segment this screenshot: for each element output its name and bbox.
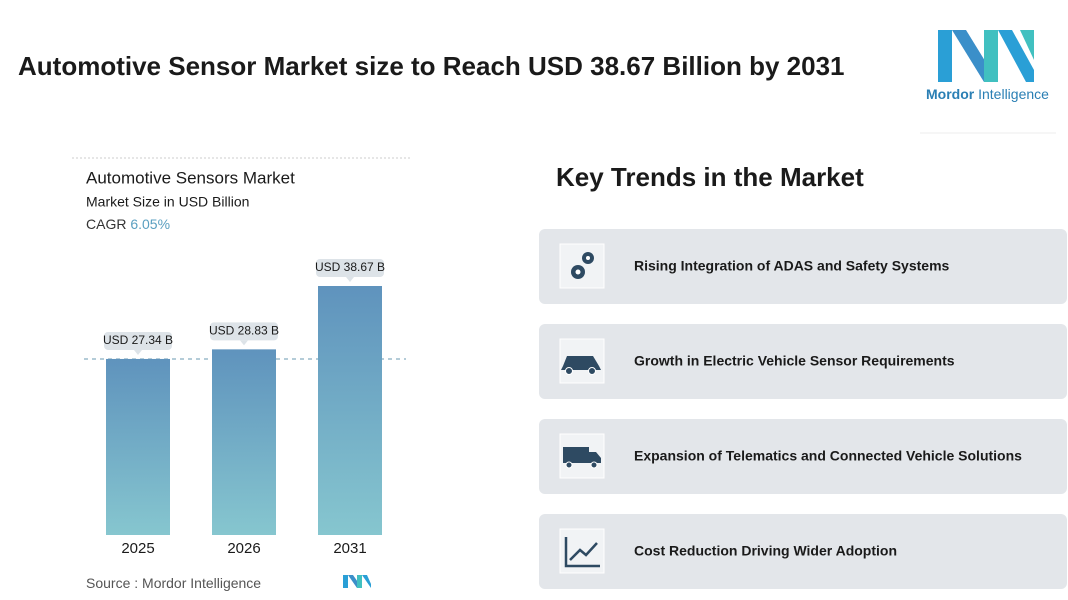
trend-icon-box bbox=[559, 243, 605, 289]
trend-card bbox=[539, 419, 1067, 494]
x-tick-label: 2025 bbox=[121, 540, 154, 557]
trend-text: Growth in Electric Vehicle Sensor Requir… bbox=[634, 353, 955, 369]
value-label-box bbox=[316, 259, 384, 277]
bar-chart: USD 27.34 B 2025 USD 28.83 B 2026 USD 38.67 … bbox=[84, 259, 406, 557]
source-logo bbox=[343, 575, 371, 588]
value-label: USD 27.34 B bbox=[103, 333, 173, 347]
page-title: Automotive Sensor Market size to Reach U… bbox=[18, 51, 845, 81]
trends-title: Key Trends in the Market bbox=[556, 162, 864, 192]
value-label-box bbox=[104, 331, 172, 350]
trend-icon bbox=[563, 447, 601, 469]
value-label-pointer bbox=[346, 277, 354, 282]
trend-icon bbox=[571, 252, 594, 279]
bar bbox=[106, 358, 170, 535]
value-label-pointer bbox=[240, 340, 248, 346]
chart-subtitle: Market Size in USD Billion bbox=[86, 194, 249, 210]
bar bbox=[318, 286, 382, 535]
x-tick-label: 2026 bbox=[227, 540, 260, 557]
chart-title: Automotive Sensors Market bbox=[86, 168, 295, 187]
logo-text: Mordor Intelligence bbox=[926, 86, 1049, 102]
trend-text: Expansion of Telematics and Connected Ve… bbox=[634, 448, 1022, 464]
trend-card bbox=[539, 229, 1067, 304]
logo-mark bbox=[938, 30, 1034, 82]
trend-text: Cost Reduction Driving Wider Adoption bbox=[634, 543, 897, 559]
trend-icon bbox=[561, 356, 601, 375]
value-label-pointer bbox=[134, 349, 142, 355]
x-tick-label: 2031 bbox=[333, 540, 366, 557]
trend-card bbox=[539, 514, 1067, 589]
value-label: USD 38.67 B bbox=[315, 260, 385, 274]
value-label: USD 28.83 B bbox=[209, 324, 279, 338]
bar bbox=[212, 349, 276, 535]
trend-text: Rising Integration of ADAS and Safety Sy… bbox=[634, 258, 950, 274]
cagr: CAGR 6.05% bbox=[86, 216, 170, 232]
value-label-box bbox=[210, 322, 278, 341]
trend-icon bbox=[564, 537, 600, 568]
trend-list: Rising Integration of ADAS and Safety Sy… bbox=[539, 229, 1067, 589]
trend-card bbox=[539, 324, 1067, 399]
source: Source : Mordor Intelligence bbox=[86, 575, 261, 591]
